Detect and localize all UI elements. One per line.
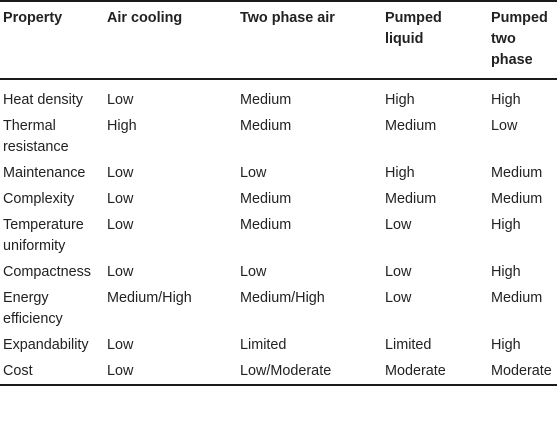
table-row: Energy efficiency Medium/High Medium/Hig… (0, 285, 557, 332)
header-two-phase-air: Two phase air (240, 10, 335, 26)
table-cell: Medium (385, 118, 437, 134)
table-cell: High (491, 92, 521, 108)
row-label: Compactness (3, 264, 91, 280)
table-row: Heat density Low Medium High High (0, 79, 557, 113)
table-cell: Medium/High (240, 290, 325, 306)
table-cell: High (491, 337, 521, 353)
table-row: Thermal resistance High Medium Medium Lo… (0, 113, 557, 160)
table-cell: Low (385, 290, 412, 306)
table-cell: Low (107, 165, 134, 181)
table-cell: Medium (240, 92, 292, 108)
table-cell: High (491, 217, 521, 233)
table-cell: Low (491, 118, 518, 134)
row-label: Cost (3, 363, 33, 379)
table-row: Maintenance Low Low High Medium (0, 160, 557, 186)
table-cell: Low (107, 363, 134, 379)
row-label: Complexity (3, 191, 75, 207)
table-row: Cost Low Low/Moderate Moderate Moderate (0, 358, 557, 385)
table-cell: Medium/High (107, 290, 192, 306)
table-row: Compactness Low Low Low High (0, 259, 557, 285)
row-label: Maintenance (3, 165, 86, 181)
table-cell: Limited (240, 337, 287, 353)
table-cell: Low/Moderate (240, 363, 332, 379)
row-label: Heat density (3, 92, 83, 108)
table-header-row: Property Air cooling Two phase air Pumpe… (0, 1, 557, 79)
table-cell: Low (385, 217, 412, 233)
table-cell: Low (240, 264, 267, 280)
row-label: Energy efficiency (3, 290, 63, 327)
table-cell: Medium (491, 165, 543, 181)
table-cell: High (107, 118, 137, 134)
table-cell: Medium (240, 217, 292, 233)
table-cell: Moderate (385, 363, 446, 379)
table-cell: Low (107, 217, 134, 233)
header-pumped-two-phase: Pumped two phase (491, 10, 548, 68)
table-cell: Medium (240, 118, 292, 134)
table-cell: Low (107, 92, 134, 108)
table-cell: Medium (491, 290, 543, 306)
table-cell: High (385, 165, 415, 181)
table-cell: Medium (491, 191, 543, 207)
row-label: Thermal resistance (3, 118, 69, 155)
table-cell: Low (107, 264, 134, 280)
table-cell: High (491, 264, 521, 280)
table-cell: Low (107, 191, 134, 207)
table-cell: Medium (240, 191, 292, 207)
header-air-cooling: Air cooling (107, 10, 183, 26)
table-cell: Moderate (491, 363, 552, 379)
cooling-comparison-table: Property Air cooling Two phase air Pumpe… (0, 1, 557, 385)
table-cell: Low (240, 165, 267, 181)
header-property: Property (3, 10, 63, 26)
table-cell: Low (107, 337, 134, 353)
header-pumped-liquid: Pumped liquid (385, 10, 442, 47)
table-row: Temperature uniformity Low Medium Low Hi… (0, 212, 557, 259)
table-cell: Low (385, 264, 412, 280)
table-cell: Medium (385, 191, 437, 207)
table-row: Expandability Low Limited Limited High (0, 332, 557, 358)
table-cell: Limited (385, 337, 432, 353)
row-label: Expandability (3, 337, 89, 353)
table-cell: High (385, 92, 415, 108)
row-label: Temperature uniformity (3, 217, 84, 254)
table-row: Complexity Low Medium Medium Medium (0, 186, 557, 212)
